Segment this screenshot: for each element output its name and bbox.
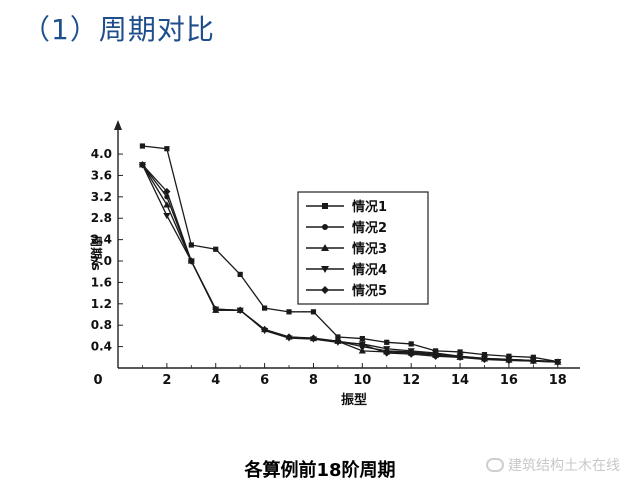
data-point-s1 bbox=[530, 354, 536, 360]
data-point-s4 bbox=[383, 346, 391, 353]
data-point-s5 bbox=[309, 334, 318, 342]
data-point-s5 bbox=[236, 306, 244, 314]
data-point-s5 bbox=[187, 257, 195, 265]
data-point-s1 bbox=[213, 246, 219, 252]
y-axis-arrow bbox=[114, 120, 122, 130]
y-tick-label: 3.6 bbox=[91, 168, 112, 182]
chart-caption: 各算例前18阶周期 bbox=[0, 456, 640, 482]
legend-label-1: 情况1 bbox=[352, 199, 387, 215]
x-tick-label: 16 bbox=[500, 373, 518, 388]
y-tick-label: 2.4 bbox=[91, 233, 112, 247]
watermark-text: 建筑结构土木在线 bbox=[508, 458, 620, 474]
data-point-s5 bbox=[285, 333, 293, 341]
data-point-s5 bbox=[505, 356, 513, 365]
data-point-s1 bbox=[335, 334, 341, 340]
data-point-s1 bbox=[261, 305, 268, 311]
x-tick-label: 18 bbox=[549, 373, 567, 388]
x-tick-label: 10 bbox=[353, 373, 371, 388]
legend-marker-2 bbox=[322, 224, 328, 230]
data-point-s1 bbox=[457, 349, 463, 355]
x-tick-label: 14 bbox=[451, 373, 469, 388]
caption-prefix: 各算例前 bbox=[244, 460, 317, 481]
caption-suffix: 阶周期 bbox=[341, 460, 396, 481]
legend-marker-5 bbox=[321, 286, 329, 294]
data-point-s5 bbox=[212, 305, 220, 313]
legend-label-3: 情况3 bbox=[352, 241, 387, 257]
page-heading: （1）周期对比 bbox=[22, 13, 215, 46]
y-tick-label: 4.0 bbox=[91, 147, 112, 161]
data-point-s1 bbox=[506, 353, 512, 359]
data-point-s1 bbox=[164, 146, 170, 152]
legend-label-5: 情况5 bbox=[352, 283, 387, 299]
chart-svg: 0.4 0.8 1.2 1.6 2.0 2.4 2.8 3.2 3.6 4.0 0 2 4 6 8 10 12 1… bbox=[89, 120, 580, 408]
x-axis-label: 振型 bbox=[341, 392, 367, 408]
data-point-s1 bbox=[481, 352, 488, 358]
x-tick-label: 12 bbox=[402, 373, 420, 388]
data-point-s1 bbox=[310, 309, 317, 315]
y-tick-label: 1.2 bbox=[91, 297, 112, 311]
y-tick-label: 1.6 bbox=[91, 275, 112, 289]
x-tick-label: 4 bbox=[211, 373, 220, 388]
data-point-s1 bbox=[237, 271, 243, 277]
y-tick-label: 2.8 bbox=[91, 211, 112, 225]
data-point-s1 bbox=[408, 341, 414, 347]
data-point-s5 bbox=[334, 337, 342, 345]
data-point-s4 bbox=[163, 212, 171, 220]
data-point-s1 bbox=[384, 339, 390, 345]
data-point-s5 bbox=[163, 187, 171, 196]
legend-label-2: 情况2 bbox=[352, 220, 387, 236]
data-point-s1 bbox=[286, 309, 292, 315]
y-tick-label: 0.8 bbox=[91, 318, 112, 332]
legend-label-4: 情况4 bbox=[352, 262, 387, 278]
data-point-s5 bbox=[480, 355, 489, 364]
wechat-icon bbox=[486, 458, 504, 472]
legend-marker-1 bbox=[322, 203, 328, 209]
x-tick-label: 6 bbox=[260, 373, 269, 388]
y-tick-label: 0.4 bbox=[91, 340, 112, 354]
caption-number: 18 bbox=[316, 460, 342, 481]
y-axis-label: 周期/s bbox=[89, 235, 104, 271]
series-line-5 bbox=[141, 164, 558, 363]
period-chart: 0.4 0.8 1.2 1.6 2.0 2.4 2.8 3.2 3.6 4.0 0 2 4 6 8 10 12 1… bbox=[80, 110, 600, 410]
legend-marker-4 bbox=[321, 266, 329, 273]
legend-marker-3 bbox=[321, 244, 329, 251]
data-point-s5 bbox=[456, 353, 464, 361]
x-tick-label: 8 bbox=[309, 373, 318, 388]
data-point-s1 bbox=[188, 242, 194, 248]
x-tick-label: 2 bbox=[162, 373, 171, 388]
y-tick-label: 3.2 bbox=[91, 190, 112, 204]
y-tick-label: 2.0 bbox=[91, 254, 112, 268]
data-point-s3 bbox=[358, 347, 366, 354]
x-tick-label: 0 bbox=[93, 373, 102, 388]
data-point-s1 bbox=[139, 143, 146, 149]
series-line-1 bbox=[142, 145, 558, 363]
data-point-s1 bbox=[359, 335, 365, 342]
data-point-s5 bbox=[407, 350, 415, 358]
data-point-s5 bbox=[383, 349, 391, 357]
watermark: 建筑结构土木在线 bbox=[486, 455, 620, 475]
data-point-s3 bbox=[163, 201, 171, 208]
data-point-s5 bbox=[529, 357, 537, 365]
data-point-s5 bbox=[554, 358, 562, 366]
